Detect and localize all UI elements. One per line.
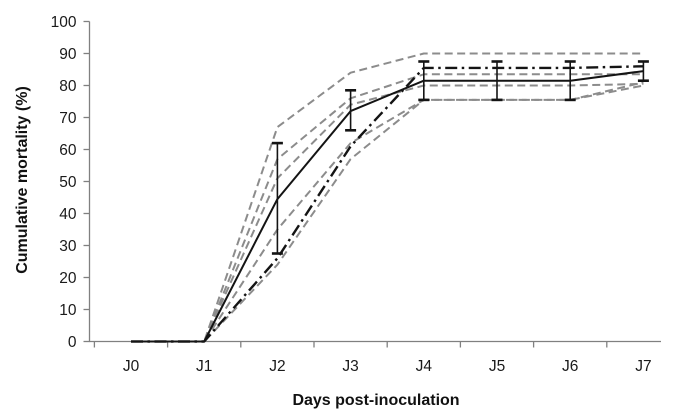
series-replicate-4: [131, 81, 644, 343]
series-group-mean-dashdot: [131, 65, 644, 343]
y-tick-label: 70: [59, 110, 77, 127]
y-tick-label: 60: [59, 142, 77, 159]
x-tick-label: J5: [489, 358, 505, 375]
series-group-mean-solid: [131, 70, 644, 343]
y-tick-label: 10: [59, 302, 77, 319]
series-replicate-1: [131, 52, 644, 343]
y-tick-label: 90: [59, 46, 77, 63]
y-tick-label: 40: [59, 206, 77, 223]
y-tick-label: 0: [68, 334, 77, 351]
series-replicate-2: [131, 73, 644, 343]
x-tick-label: J6: [562, 358, 578, 375]
x-axis-title: Days post-inoculation: [292, 392, 460, 409]
y-tick-label: 50: [59, 174, 77, 191]
y-tick-label: 100: [51, 14, 77, 31]
x-tick-label: J2: [269, 358, 285, 375]
y-tick-label: 20: [59, 270, 77, 287]
x-tick-label: J7: [635, 358, 651, 375]
y-tick-label: 30: [59, 238, 77, 255]
x-tick-label: J4: [416, 358, 433, 375]
y-tick-label: 80: [59, 78, 77, 95]
x-tick-label: J0: [123, 358, 140, 375]
x-tick-label: J3: [342, 358, 358, 375]
series-replicate-5: [131, 84, 644, 343]
x-tick-label: J1: [196, 358, 212, 375]
series-replicate-3: [131, 82, 644, 343]
